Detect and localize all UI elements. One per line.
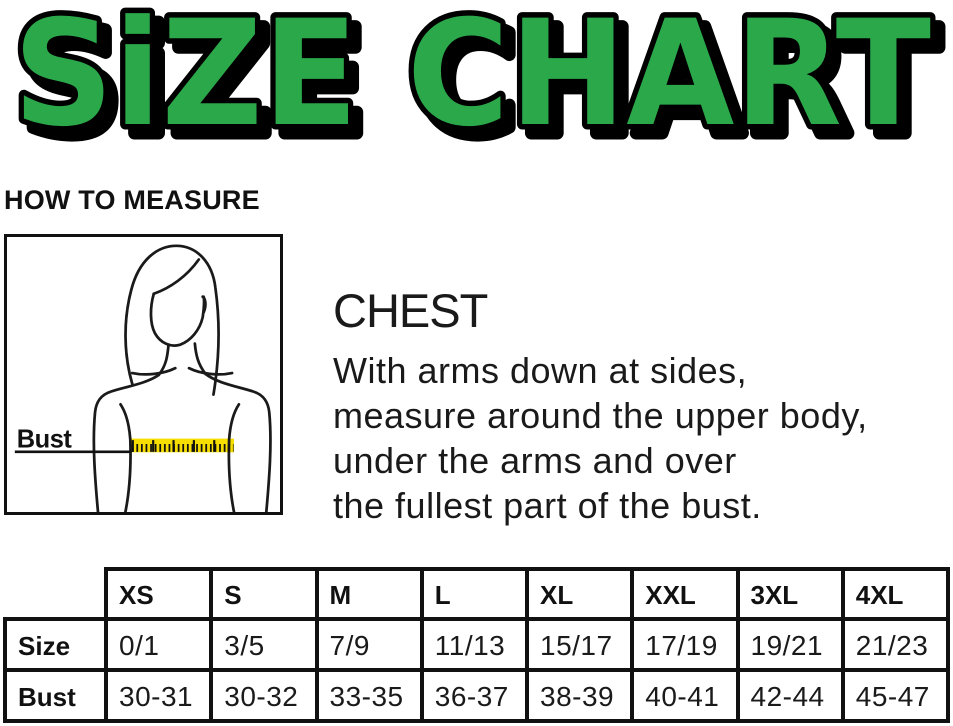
shoulder-arm-right: [204, 372, 272, 512]
bust-cell: 42-44: [735, 668, 845, 723]
column-header-xxl: XXL: [630, 567, 740, 621]
bust-cell: 30-32: [209, 668, 319, 723]
column-header-l: L: [419, 567, 530, 621]
collarbone-right: [187, 366, 234, 376]
size-cell: 19/21: [735, 617, 845, 672]
instruction-line: the fullest part of the bust.: [333, 485, 762, 526]
chest-heading: CHEST: [333, 284, 488, 337]
size-table: XS S M L XL XXL 3XL 4XL Size 0/1 3/5 7/9…: [3, 567, 951, 723]
page-title-shadow: SiZE CHART: [22, 0, 940, 158]
column-header-xl: XL: [524, 567, 635, 621]
size-cell: 21/23: [840, 617, 951, 672]
collarbone-left: [130, 366, 177, 376]
chest-instructions: CHEST With arms down at sides, measure a…: [333, 283, 953, 528]
bust-cell: 30-31: [103, 668, 214, 723]
torso-illustration: Bust: [14, 244, 272, 512]
column-header-s: S: [209, 567, 319, 621]
size-cell: 17/19: [630, 617, 740, 672]
size-row: Size 0/1 3/5 7/9 11/13 15/17 17/19 19/21…: [3, 617, 951, 672]
column-header-xs: XS: [103, 567, 214, 621]
torso-side-left: [119, 402, 132, 512]
column-header-3xl: 3XL: [735, 567, 845, 621]
size-cell: 3/5: [209, 617, 319, 672]
how-to-measure-heading: HOW TO MEASURE: [4, 185, 260, 215]
bust-cell: 45-47: [840, 668, 951, 723]
table-header-row: XS S M L XL XXL 3XL 4XL: [5, 567, 951, 621]
row-label-size: Size: [3, 617, 108, 672]
ear-outline: [201, 295, 207, 314]
column-header-4xl: 4XL: [840, 567, 951, 621]
face-outline: [149, 292, 206, 347]
size-chart-title-art: SiZE CHART SiZE CHART: [8, 0, 947, 158]
hair-parting: [152, 258, 201, 296]
table-corner-blank: [5, 569, 106, 619]
bust-cell: 38-39: [524, 668, 635, 723]
size-cell: 15/17: [524, 617, 635, 672]
shoulder-arm-left: [92, 373, 161, 512]
bust-cell: 33-35: [314, 668, 424, 723]
instruction-line: measure around the upper body,: [333, 395, 868, 436]
instruction-line: With arms down at sides,: [333, 350, 748, 391]
bust-cell: 40-41: [630, 668, 740, 723]
bust-cell: 36-37: [419, 668, 530, 723]
bust-label: Bust: [17, 425, 73, 453]
size-cell: 7/9: [314, 617, 424, 672]
size-cell: 11/13: [419, 617, 530, 672]
neck-right: [193, 342, 208, 376]
size-cell: 0/1: [103, 617, 214, 672]
torso-side-right: [227, 402, 241, 512]
column-header-m: M: [314, 567, 424, 621]
measurement-figure-box: Bust: [4, 234, 283, 515]
page-title: SiZE CHART: [13, 0, 931, 158]
row-label-bust: Bust: [3, 668, 108, 723]
bust-row: Bust 30-31 30-32 33-35 36-37 38-39 40-41…: [3, 668, 951, 723]
hair-outline: [124, 244, 220, 396]
instruction-line: under the arms and over: [333, 440, 737, 481]
